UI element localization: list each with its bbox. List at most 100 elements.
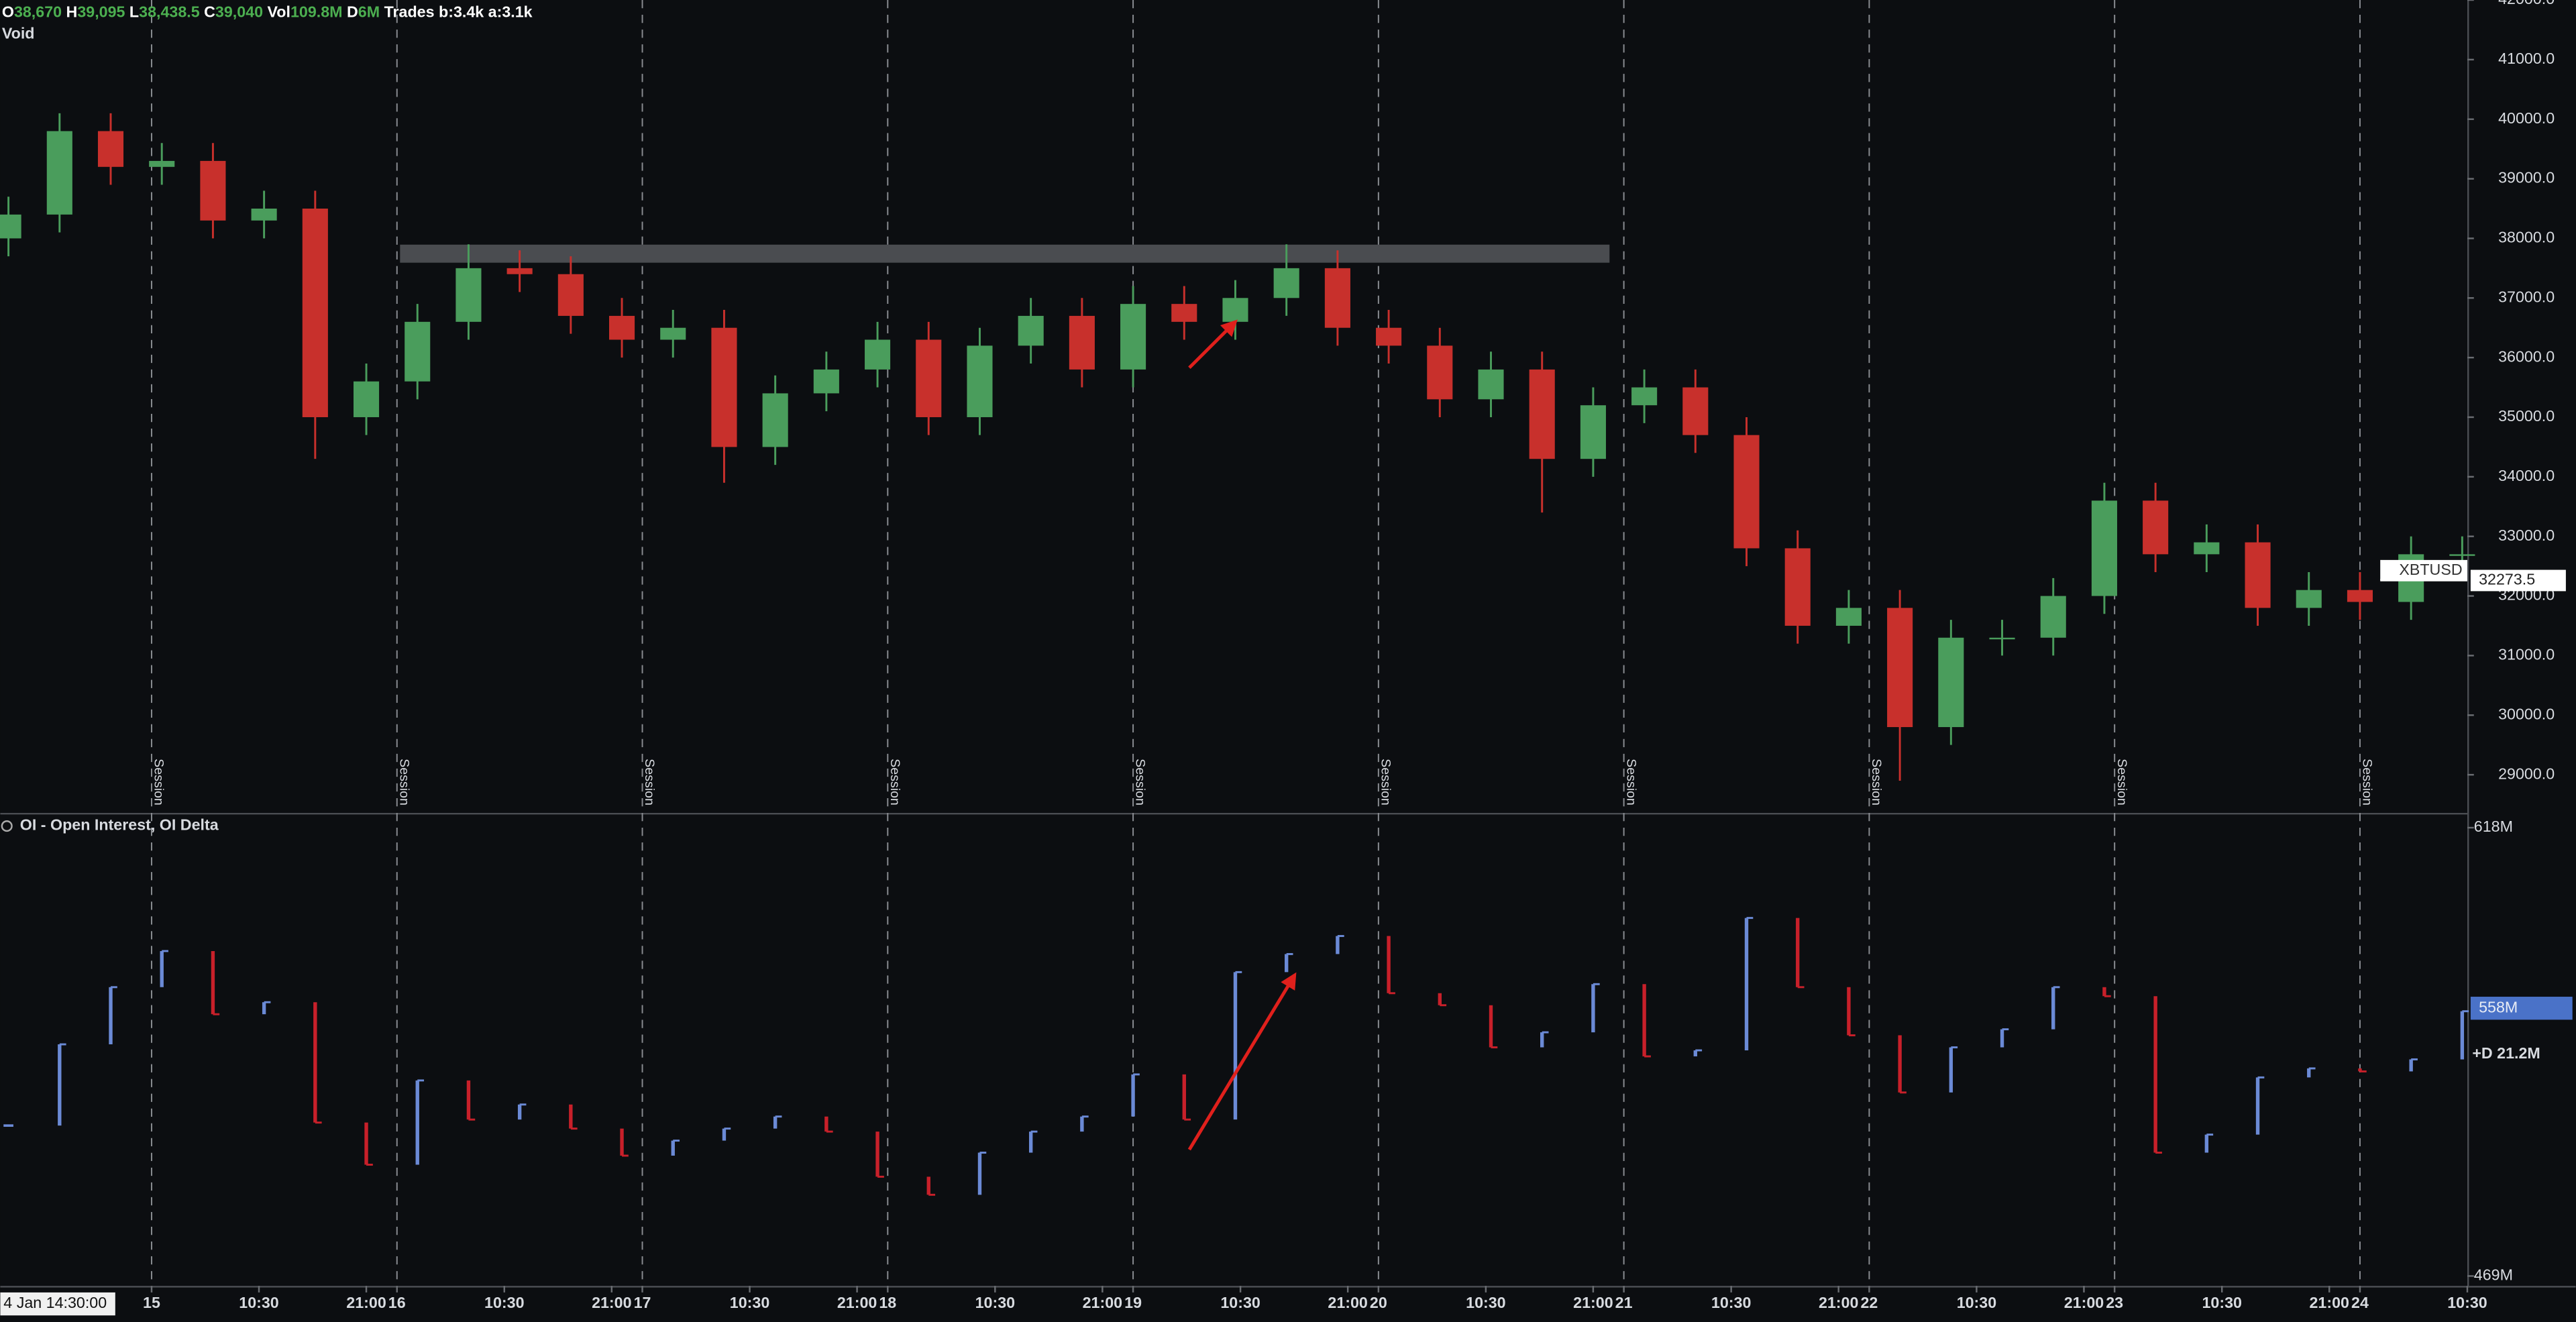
y-tick-label: 42000.0 bbox=[2498, 0, 2555, 7]
candle-body bbox=[2449, 554, 2475, 556]
candle-body bbox=[149, 160, 175, 167]
candle-body bbox=[1171, 304, 1197, 322]
header-trades: Trades b:3.4k a:3.1k bbox=[384, 3, 533, 21]
header-value: 39,040 bbox=[215, 3, 263, 21]
header-value: 38,670 bbox=[14, 3, 62, 21]
header-key: C bbox=[204, 3, 215, 21]
panel-icon bbox=[1, 820, 13, 832]
candle-body bbox=[97, 131, 124, 167]
candle-body bbox=[2143, 500, 2169, 555]
header-value: 109.8M bbox=[290, 3, 343, 21]
candle-body bbox=[1427, 345, 1453, 400]
y-tick-label: 38000.0 bbox=[2498, 229, 2555, 246]
candle-body bbox=[1529, 369, 1555, 459]
candle-body bbox=[2194, 542, 2220, 555]
x-tick-label: 21:00 bbox=[1819, 1294, 1858, 1311]
x-tick-label: 23 bbox=[2106, 1294, 2123, 1311]
x-tick-label: 10:30 bbox=[239, 1294, 278, 1311]
candle-body bbox=[455, 268, 482, 322]
candle-body bbox=[1938, 637, 1964, 728]
annotation-arrow bbox=[1188, 319, 1238, 369]
oi-delta-label: +D 21.2M bbox=[2472, 1044, 2540, 1062]
y-tick-label: 618M bbox=[2474, 818, 2513, 835]
y-tick-label: 29000.0 bbox=[2498, 765, 2555, 782]
candle-body bbox=[557, 274, 584, 316]
candle-body bbox=[1478, 369, 1504, 400]
crosshair-label: 4 Jan 14:30:00 bbox=[3, 1294, 107, 1311]
last-price-box bbox=[2470, 569, 2566, 592]
y-tick-label: 37000.0 bbox=[2498, 288, 2555, 305]
y-tick-label: 35000.0 bbox=[2498, 407, 2555, 425]
candle-body bbox=[1069, 315, 1095, 370]
x-tick-label: 21:00 bbox=[1328, 1294, 1367, 1311]
header-value: 38,438.5 bbox=[139, 3, 200, 21]
x-tick-label: 10:30 bbox=[1957, 1294, 1996, 1311]
candle-body bbox=[1376, 327, 1402, 346]
x-tick-label: 10:30 bbox=[484, 1294, 524, 1311]
session-label: Session bbox=[152, 759, 166, 806]
x-tick-label: 21:00 bbox=[346, 1294, 386, 1311]
x-tick-label: 21:00 bbox=[1083, 1294, 1122, 1311]
x-tick-label: 10:30 bbox=[1220, 1294, 1260, 1311]
x-tick-label: 20 bbox=[1370, 1294, 1387, 1311]
candle-body bbox=[1120, 304, 1146, 370]
candle-body bbox=[1989, 637, 2015, 640]
y-tick-label: 41000.0 bbox=[2498, 50, 2555, 67]
session-label: Session bbox=[1378, 759, 1393, 806]
candle-body bbox=[967, 345, 993, 417]
header-key: Vol bbox=[268, 3, 290, 21]
x-tick-label: 21:00 bbox=[2310, 1294, 2349, 1311]
candle-body bbox=[1580, 405, 1606, 459]
y-tick-label: 469M bbox=[2474, 1266, 2513, 1284]
x-tick-label: 10:30 bbox=[1466, 1294, 1505, 1311]
session-label: Session bbox=[1869, 759, 1884, 806]
candle-body bbox=[2245, 542, 2271, 608]
candle-body bbox=[813, 369, 839, 394]
candle-body bbox=[0, 214, 21, 239]
last-price-label: 32273.5 bbox=[2479, 571, 2535, 588]
header-key: H bbox=[66, 3, 78, 21]
header-value: 6M bbox=[358, 3, 380, 21]
x-tick-label: 21:00 bbox=[837, 1294, 877, 1311]
y-tick-label: 40000.0 bbox=[2498, 109, 2555, 127]
candle-body bbox=[353, 381, 380, 417]
candle-body bbox=[302, 208, 328, 417]
candle-body bbox=[405, 321, 431, 382]
candle-body bbox=[608, 315, 635, 340]
x-tick-label: 24 bbox=[2351, 1294, 2369, 1311]
x-tick-label: 10:30 bbox=[1711, 1294, 1751, 1311]
x-tick-label: 21:00 bbox=[1573, 1294, 1613, 1311]
y-tick-label: 31000.0 bbox=[2498, 646, 2555, 663]
symbol-label: XBTUSD bbox=[2399, 561, 2462, 578]
annotation-arrow bbox=[1187, 972, 1297, 1151]
x-tick-label: 17 bbox=[634, 1294, 651, 1311]
x-tick-label: 21 bbox=[1615, 1294, 1633, 1311]
candle-body bbox=[916, 339, 942, 417]
candle-body bbox=[506, 268, 533, 274]
ohlc-header: O38,670 H39,095 L38,438.5 C39,040 Vol109… bbox=[2, 3, 533, 21]
candle-body bbox=[2296, 590, 2322, 608]
header-value: 39,095 bbox=[77, 3, 125, 21]
y-tick-label: 39000.0 bbox=[2498, 169, 2555, 186]
x-tick-label: 21:00 bbox=[2064, 1294, 2104, 1311]
candle-body bbox=[2040, 596, 2066, 638]
x-tick-label: 16 bbox=[388, 1294, 406, 1311]
x-tick-label: 15 bbox=[143, 1294, 160, 1311]
candle-body bbox=[711, 327, 737, 447]
oi-last-label: 558M bbox=[2479, 998, 2518, 1015]
y-tick-label: 36000.0 bbox=[2498, 347, 2555, 365]
candle-body bbox=[1835, 608, 1862, 626]
candle-body bbox=[1631, 387, 1658, 406]
candle-body bbox=[660, 327, 686, 340]
y-tick-label: 33000.0 bbox=[2498, 527, 2555, 544]
candle-body bbox=[1887, 608, 1913, 728]
x-tick-label: 19 bbox=[1124, 1294, 1142, 1311]
symbol-box bbox=[2380, 559, 2467, 582]
candle-body bbox=[1682, 387, 1709, 435]
candle-body bbox=[200, 160, 226, 221]
session-label: Session bbox=[2114, 759, 2129, 806]
candle-body bbox=[2347, 590, 2373, 602]
